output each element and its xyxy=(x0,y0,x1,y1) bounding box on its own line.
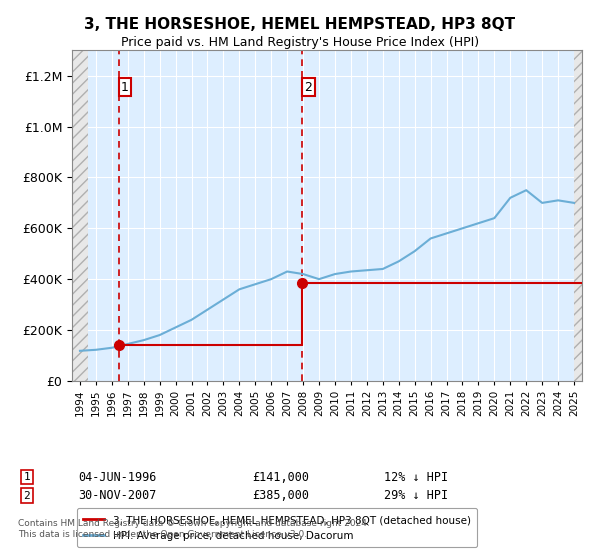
Text: 29% ↓ HPI: 29% ↓ HPI xyxy=(384,489,448,502)
Text: 1: 1 xyxy=(121,81,129,94)
Text: Contains HM Land Registry data © Crown copyright and database right 2024.
This d: Contains HM Land Registry data © Crown c… xyxy=(18,519,370,539)
Text: Price paid vs. HM Land Registry's House Price Index (HPI): Price paid vs. HM Land Registry's House … xyxy=(121,36,479,49)
Bar xyxy=(574,50,582,381)
Legend: 3, THE HORSESHOE, HEMEL HEMPSTEAD, HP3 8QT (detached house), HPI: Average price,: 3, THE HORSESHOE, HEMEL HEMPSTEAD, HP3 8… xyxy=(77,508,477,547)
Text: 04-JUN-1996: 04-JUN-1996 xyxy=(78,470,157,484)
Text: 1: 1 xyxy=(23,472,31,482)
Text: 12% ↓ HPI: 12% ↓ HPI xyxy=(384,470,448,484)
Text: 2: 2 xyxy=(23,491,31,501)
Text: 2: 2 xyxy=(304,81,312,94)
Bar xyxy=(72,50,88,381)
Text: 30-NOV-2007: 30-NOV-2007 xyxy=(78,489,157,502)
Text: 3, THE HORSESHOE, HEMEL HEMPSTEAD, HP3 8QT: 3, THE HORSESHOE, HEMEL HEMPSTEAD, HP3 8… xyxy=(85,17,515,32)
Text: £385,000: £385,000 xyxy=(252,489,309,502)
Text: £141,000: £141,000 xyxy=(252,470,309,484)
